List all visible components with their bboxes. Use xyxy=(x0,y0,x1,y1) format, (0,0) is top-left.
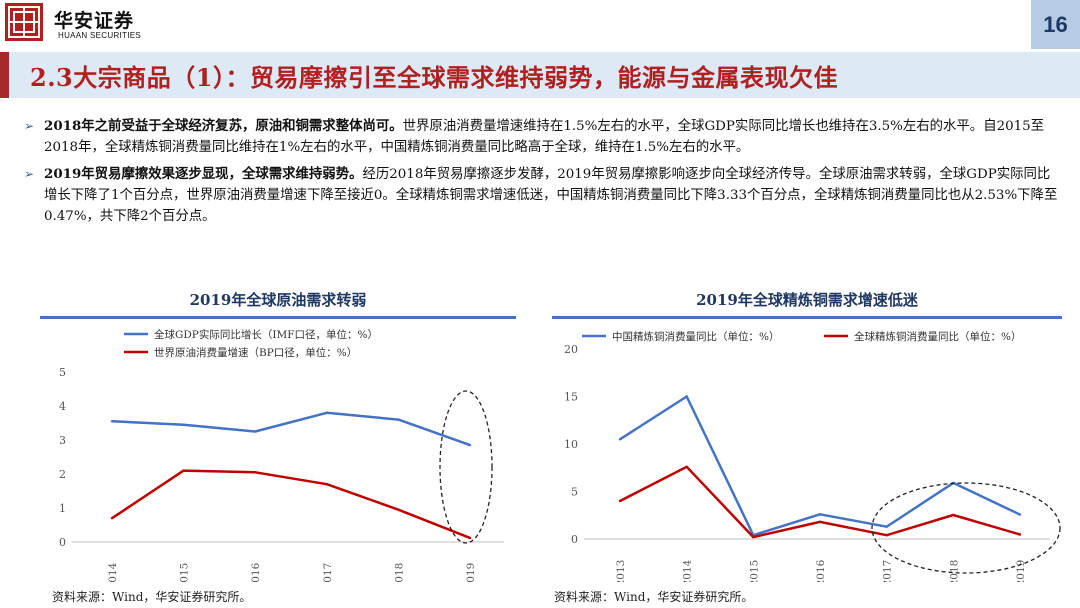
chart-1-title: 2019年全球原油需求转弱 xyxy=(189,291,367,309)
data-point xyxy=(110,420,114,423)
y-tick-label: 20 xyxy=(564,343,578,356)
y-tick-label: 1 xyxy=(59,502,66,515)
data-point xyxy=(618,438,622,441)
y-tick-label: 4 xyxy=(59,400,66,413)
bullet-item: ➢ 2018年之前受益于全球经济复苏，原油和铜需求整体尚可。世界原油消费量增速维… xyxy=(24,116,1060,158)
data-point xyxy=(618,499,622,503)
data-point xyxy=(182,469,185,472)
bullet-bold-text: 2019年贸易摩擦效果逐步显现，全球需求维持弱势。 xyxy=(44,166,363,182)
x-tick-label: 2013 xyxy=(615,560,627,582)
bullet-item: ➢ 2019年贸易摩擦效果逐步显现，全球需求维持弱势。经历2018年贸易摩擦逐步… xyxy=(24,164,1060,227)
x-tick-label: 2018 xyxy=(393,563,405,582)
series-line xyxy=(619,465,1021,539)
legend-label: 中国精炼铜消费量同比（单位：%） xyxy=(612,330,779,343)
data-point xyxy=(468,536,472,540)
brand-name-cn: 华安证券 xyxy=(54,10,135,32)
data-point xyxy=(254,430,257,433)
x-tick-label: 2015 xyxy=(748,560,760,582)
series-line xyxy=(111,469,471,540)
data-point xyxy=(1018,513,1022,516)
x-tick-label: 2014 xyxy=(107,562,119,582)
data-point xyxy=(752,535,755,539)
y-tick-label: 10 xyxy=(564,438,578,451)
title-accent-bar xyxy=(0,52,9,98)
x-tick-label: 2019 xyxy=(465,563,477,582)
x-tick-label: 2016 xyxy=(250,562,262,582)
chart-1-rule xyxy=(40,316,516,319)
highlight-ellipse xyxy=(439,390,493,544)
data-point xyxy=(325,483,328,486)
chart-2-rule xyxy=(552,316,1062,319)
legend-label: 世界原油消费量增速（BP口径，单位：%） xyxy=(154,346,357,359)
x-tick-label: 2017 xyxy=(882,560,894,582)
data-point xyxy=(885,534,888,537)
y-tick-label: 15 xyxy=(564,391,578,404)
x-tick-label: 2014 xyxy=(682,559,694,582)
y-tick-label: 2 xyxy=(59,468,66,481)
legend-label: 全球精炼铜消费量同比（单位：%） xyxy=(854,330,1021,343)
series-line xyxy=(111,411,471,447)
chart-1-oil-demand: 全球GDP实际同比增长（IMF口径，单位：%） 世界原油消费量增速（BP口径，单位… xyxy=(59,328,504,582)
bullet-body-text: 经历2018年贸易摩擦逐步发酵，2019年贸易摩擦影响逐步向全球经济传导。全球原… xyxy=(44,167,1058,224)
brand-name-en: HUAAN SECURITIES xyxy=(58,31,142,40)
data-point xyxy=(685,395,688,398)
y-tick-label: 5 xyxy=(59,366,66,379)
data-point xyxy=(182,423,185,426)
x-tick-label: 2017 xyxy=(322,563,334,582)
huaan-logo-icon xyxy=(5,3,43,41)
data-point xyxy=(325,411,328,414)
title-bar xyxy=(0,52,1080,98)
data-point xyxy=(468,443,472,447)
data-point xyxy=(1018,533,1022,536)
data-point xyxy=(885,525,888,528)
bullet-list: ➢ 2018年之前受益于全球经济复苏，原油和铜需求整体尚可。世界原油消费量增速维… xyxy=(24,116,1060,233)
data-point xyxy=(952,513,955,517)
chart-2-title: 2019年全球精炼铜需求增速低迷 xyxy=(696,291,918,309)
bullet-arrow-icon: ➢ xyxy=(24,119,35,133)
y-tick-label: 3 xyxy=(59,434,66,447)
y-tick-label: 5 xyxy=(571,486,578,499)
x-tick-label: 2016 xyxy=(815,559,827,582)
slide-title: 2.3大宗商品（1）：贸易摩擦引至全球需求维持弱势，能源与金属表现欠佳 xyxy=(30,63,838,92)
chart-1-source: 资料来源：Wind，华安证券研究所。 xyxy=(52,590,252,604)
data-point xyxy=(818,513,822,516)
data-point xyxy=(254,471,257,474)
page-number: 16 xyxy=(1031,0,1080,49)
highlight-ellipse xyxy=(871,482,1061,574)
data-point xyxy=(685,465,688,468)
data-point xyxy=(110,517,114,520)
data-point xyxy=(397,508,400,511)
chart-2-source: 资料来源：Wind，华安证券研究所。 xyxy=(554,590,754,604)
y-tick-label: 0 xyxy=(571,533,578,546)
data-point xyxy=(397,418,400,421)
data-point xyxy=(818,520,822,524)
bullet-bold-text: 2018年之前受益于全球经济复苏，原油和铜需求整体尚可。 xyxy=(44,118,403,134)
y-tick-label: 0 xyxy=(59,536,66,549)
bullet-arrow-icon: ➢ xyxy=(24,167,35,181)
x-tick-label: 2015 xyxy=(179,563,191,582)
chart-2-copper-demand: 中国精炼铜消费量同比（单位：%） 全球精炼铜消费量同比（单位：%） 0 5 10 15 20… xyxy=(564,330,1061,582)
x-tick-label: 2018 xyxy=(948,560,960,582)
legend-label: 全球GDP实际同比增长（IMF口径，单位：%） xyxy=(154,328,378,341)
bullet-body-text: 世界原油消费量增速维持在1.5%左右的水平，全球GDP实际同比增长也维持在3.5… xyxy=(44,119,1045,155)
